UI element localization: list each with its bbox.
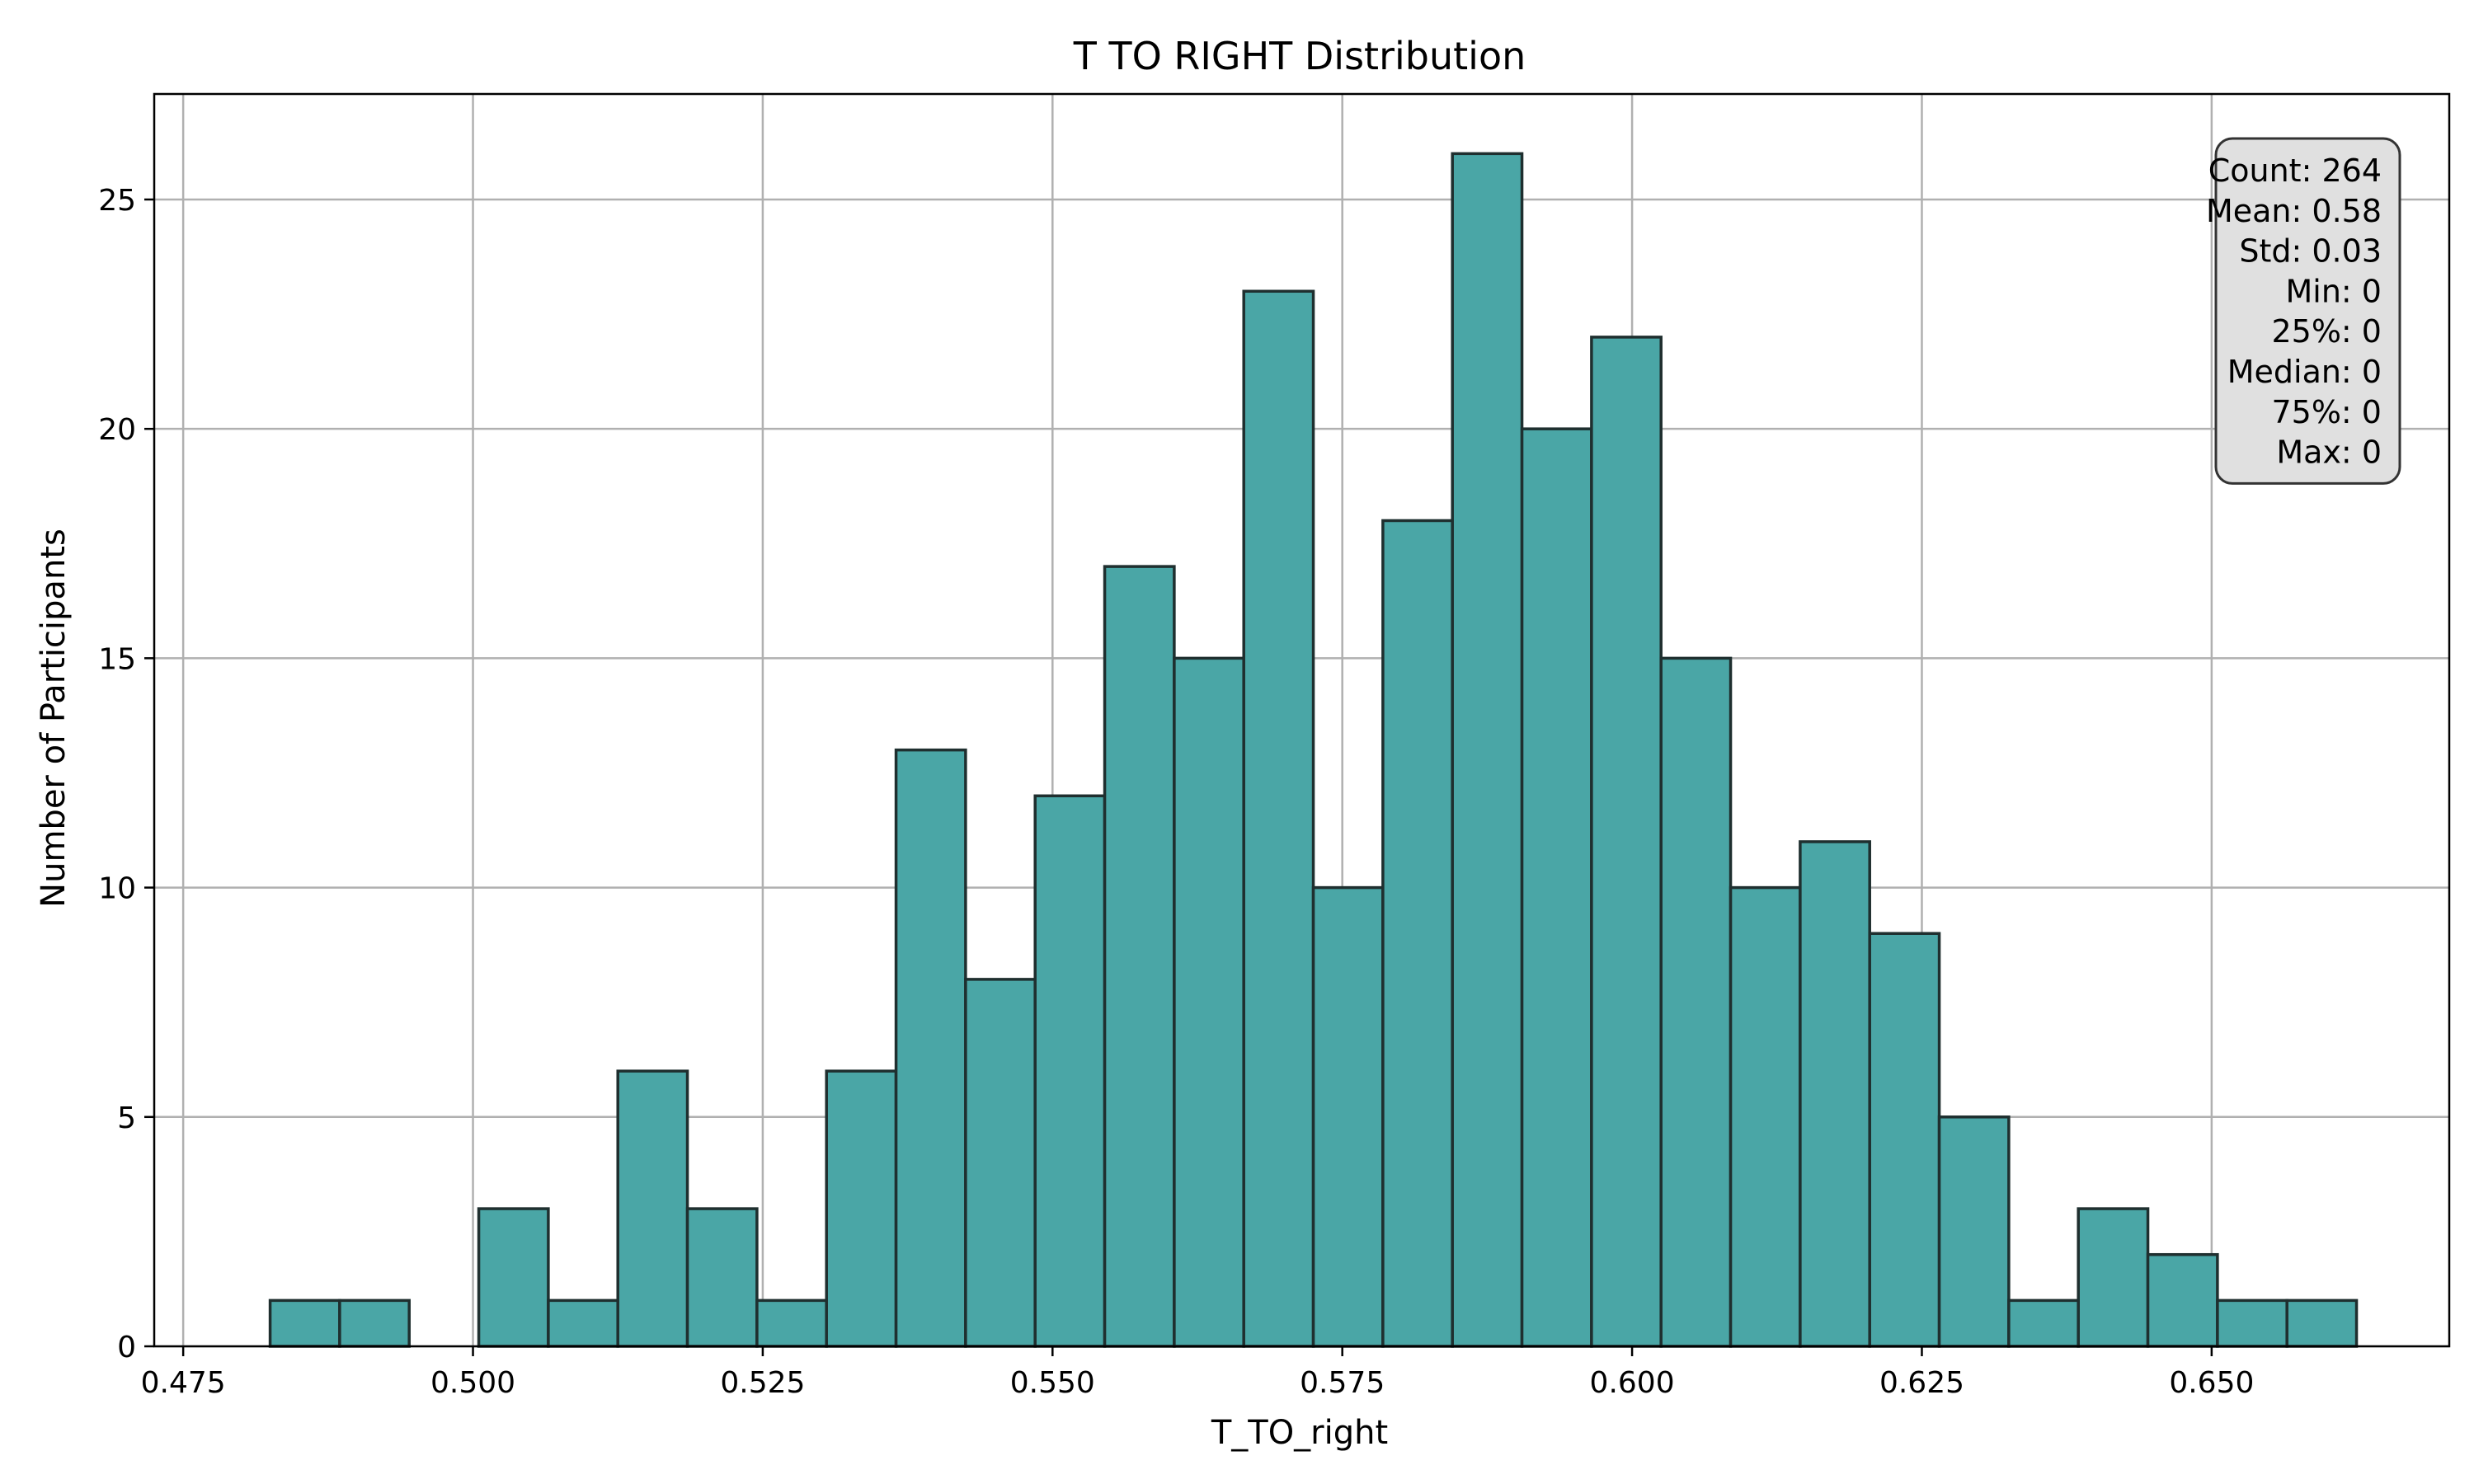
x-tick-label-6: 0.625 bbox=[1879, 1366, 1964, 1400]
stats-line-3: Min: 0 bbox=[2286, 273, 2382, 309]
histogram-bar-22 bbox=[1799, 840, 1871, 1348]
histogram-bar-0 bbox=[268, 1298, 341, 1348]
histogram-bar-3 bbox=[477, 1207, 550, 1348]
histogram-bar-17 bbox=[1451, 152, 1524, 1348]
chart-title: T TO RIGHT Distribution bbox=[1073, 34, 1526, 78]
stats-line-0: Count: 264 bbox=[2208, 153, 2382, 189]
histogram-bar-18 bbox=[1520, 427, 1593, 1348]
histogram-bar-23 bbox=[1868, 932, 1941, 1348]
x-tick-label-3: 0.550 bbox=[1010, 1366, 1095, 1400]
y-axis-label: Number of Participants bbox=[35, 528, 73, 908]
stats-box-frame bbox=[2214, 137, 2401, 485]
x-axis-ticks: 0.475 0.500 0.525 0.550 0.575 0.600 0.625 0.650 bbox=[141, 1346, 2254, 1400]
y-tick-label-3: 15 bbox=[98, 642, 136, 676]
histogram-bar-10 bbox=[964, 978, 1037, 1348]
y-tick-label-0: 0 bbox=[117, 1331, 136, 1364]
stats-line-1: Mean: 0.58 bbox=[2206, 193, 2382, 229]
histogram-bar-11 bbox=[1033, 794, 1107, 1348]
histogram-bar-5 bbox=[616, 1069, 689, 1348]
histogram-bar-16 bbox=[1381, 519, 1454, 1348]
y-tick-label-2: 10 bbox=[98, 872, 136, 906]
histogram-bar-9 bbox=[894, 748, 967, 1348]
histogram-bar-1 bbox=[338, 1298, 411, 1348]
histogram-bar-25 bbox=[2007, 1298, 2080, 1348]
histogram-bar-7 bbox=[755, 1298, 828, 1348]
histogram-bar-4 bbox=[547, 1298, 619, 1348]
histogram-bar-21 bbox=[1729, 885, 1802, 1348]
stats-line-2: Std: 0.03 bbox=[2239, 233, 2382, 270]
stats-line-4: 25%: 0 bbox=[2271, 313, 2382, 350]
x-tick-label-0: 0.475 bbox=[141, 1366, 226, 1400]
x-tick-label-2: 0.525 bbox=[720, 1366, 805, 1400]
stats-line-7: Max: 0 bbox=[2276, 434, 2382, 471]
stats-line-6: 75%: 0 bbox=[2271, 394, 2382, 430]
histogram-bar-12 bbox=[1103, 565, 1176, 1348]
stats-line-5: Median: 0 bbox=[2227, 354, 2382, 390]
histogram-bar-26 bbox=[2077, 1207, 2150, 1348]
x-tick-label-4: 0.575 bbox=[1300, 1366, 1385, 1400]
y-tick-label-4: 20 bbox=[98, 413, 136, 447]
histogram-bar-27 bbox=[2146, 1252, 2219, 1348]
histogram-bar-6 bbox=[685, 1207, 759, 1348]
histogram-bar-8 bbox=[825, 1069, 898, 1348]
histogram-bar-15 bbox=[1311, 885, 1385, 1348]
histogram-bars bbox=[268, 152, 2359, 1348]
y-tick-label-5: 25 bbox=[98, 184, 136, 218]
histogram-bar-28 bbox=[2216, 1298, 2288, 1348]
histogram-bar-19 bbox=[1590, 336, 1663, 1348]
histogram-bar-14 bbox=[1242, 289, 1315, 1348]
histogram-bar-13 bbox=[1173, 656, 1245, 1348]
histogram-bar-24 bbox=[1937, 1115, 2011, 1348]
y-axis-ticks: 0 5 10 15 20 25 bbox=[98, 184, 154, 1364]
plot-frame bbox=[153, 92, 2451, 1348]
y-tick-label-1: 5 bbox=[117, 1101, 136, 1135]
x-tick-label-7: 0.650 bbox=[2169, 1366, 2254, 1400]
x-axis-label: T_TO_right bbox=[1211, 1414, 1388, 1452]
x-tick-label-5: 0.600 bbox=[1590, 1366, 1675, 1400]
histogram-bar-29 bbox=[2285, 1298, 2359, 1348]
histogram-bar-20 bbox=[1659, 656, 1733, 1348]
x-tick-label-1: 0.500 bbox=[430, 1366, 515, 1400]
